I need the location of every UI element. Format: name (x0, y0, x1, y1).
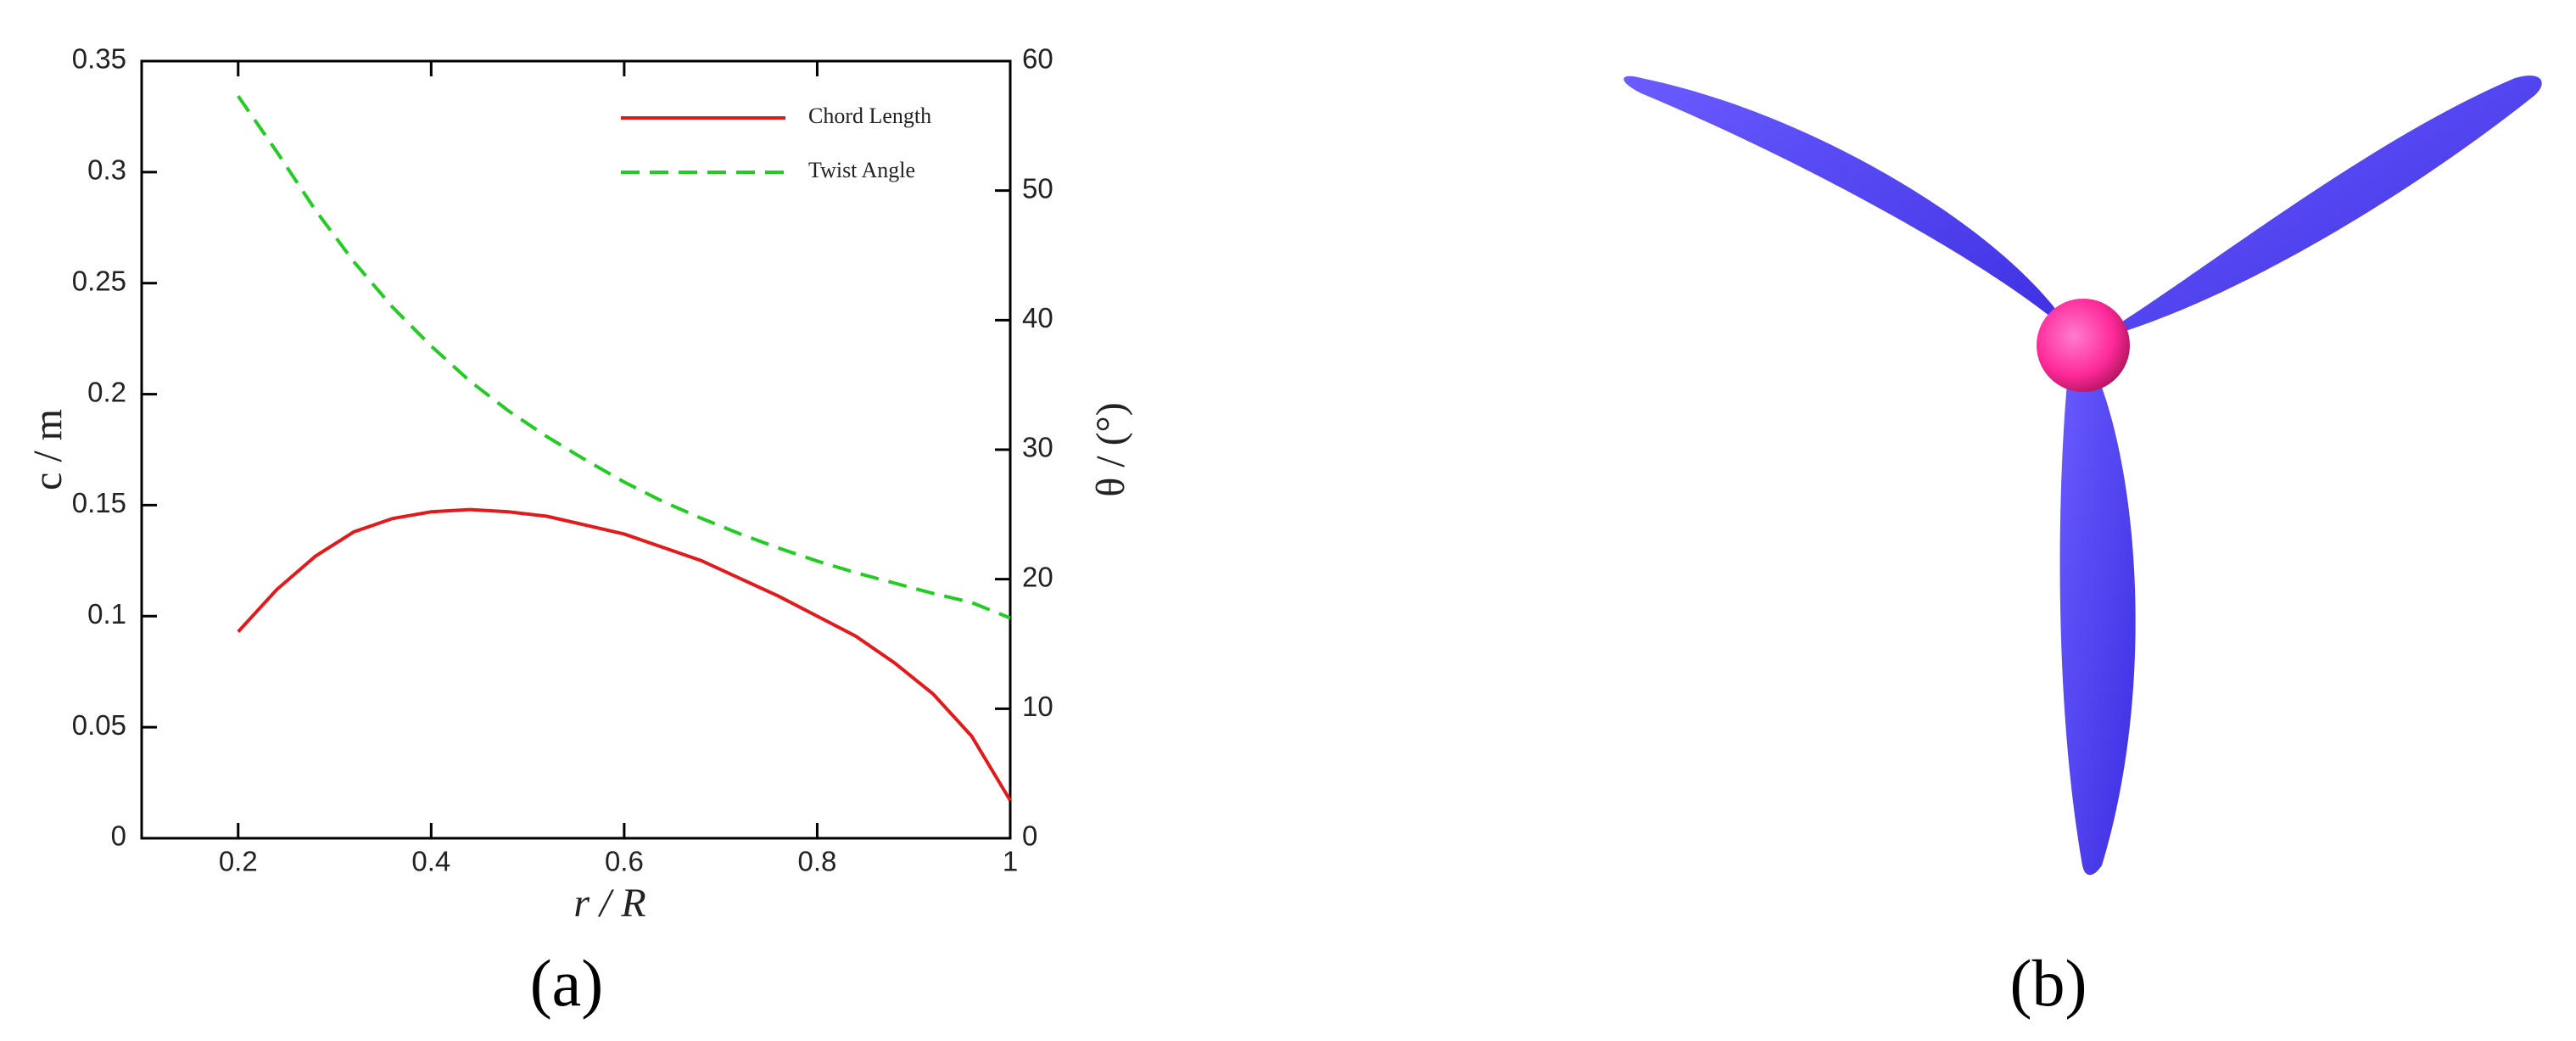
propeller-image (1623, 76, 2542, 876)
legend-label: Twist Angle (808, 158, 915, 182)
y2-axis-label: θ / (°) (1088, 402, 1133, 497)
y-tick-label: 0 (111, 820, 126, 852)
y-tick-label: 0.2 (87, 376, 126, 407)
y-tick-label: 0.1 (87, 598, 126, 630)
y-tick-label: 0.05 (72, 709, 126, 741)
data-line (237, 507, 1012, 802)
x-tick-label: 0.8 (798, 846, 837, 877)
y2-tick-label: 0 (1022, 820, 1037, 852)
legend-label: Chord Length (808, 104, 931, 128)
panel-label: (a) (530, 946, 604, 1020)
y-tick-label: 0.15 (72, 487, 126, 518)
y2-tick-label: 30 (1022, 432, 1053, 463)
chart: 0.2 0.4 0.6 0.8 100.050.10.150.20.250.30.350… (25, 43, 1133, 926)
x-tick-label: 0.2 (219, 846, 258, 877)
data-line (237, 95, 1011, 620)
y-tick-label: 0.3 (87, 154, 126, 186)
x-tick-label: 1 (1003, 846, 1018, 877)
y-tick-label: 0.25 (72, 265, 126, 296)
y-tick-label: 0.35 (72, 43, 126, 75)
panel-label: (b) (2010, 946, 2087, 1020)
y2-tick-label: 10 (1022, 691, 1053, 722)
y-axis-label: c / m (25, 409, 70, 490)
x-axis-label: r / R (573, 881, 645, 926)
y2-tick-label: 40 (1022, 302, 1053, 333)
x-tick-label: 0.4 (411, 846, 450, 877)
y2-tick-label: 20 (1022, 561, 1053, 592)
blade (2083, 76, 2542, 346)
y2-tick-label: 60 (1022, 43, 1053, 75)
y2-tick-label: 50 (1022, 172, 1053, 204)
blade (2059, 345, 2136, 876)
blade (1623, 76, 2083, 345)
x-tick-label: 0.6 (605, 846, 644, 877)
hub (2037, 299, 2130, 392)
